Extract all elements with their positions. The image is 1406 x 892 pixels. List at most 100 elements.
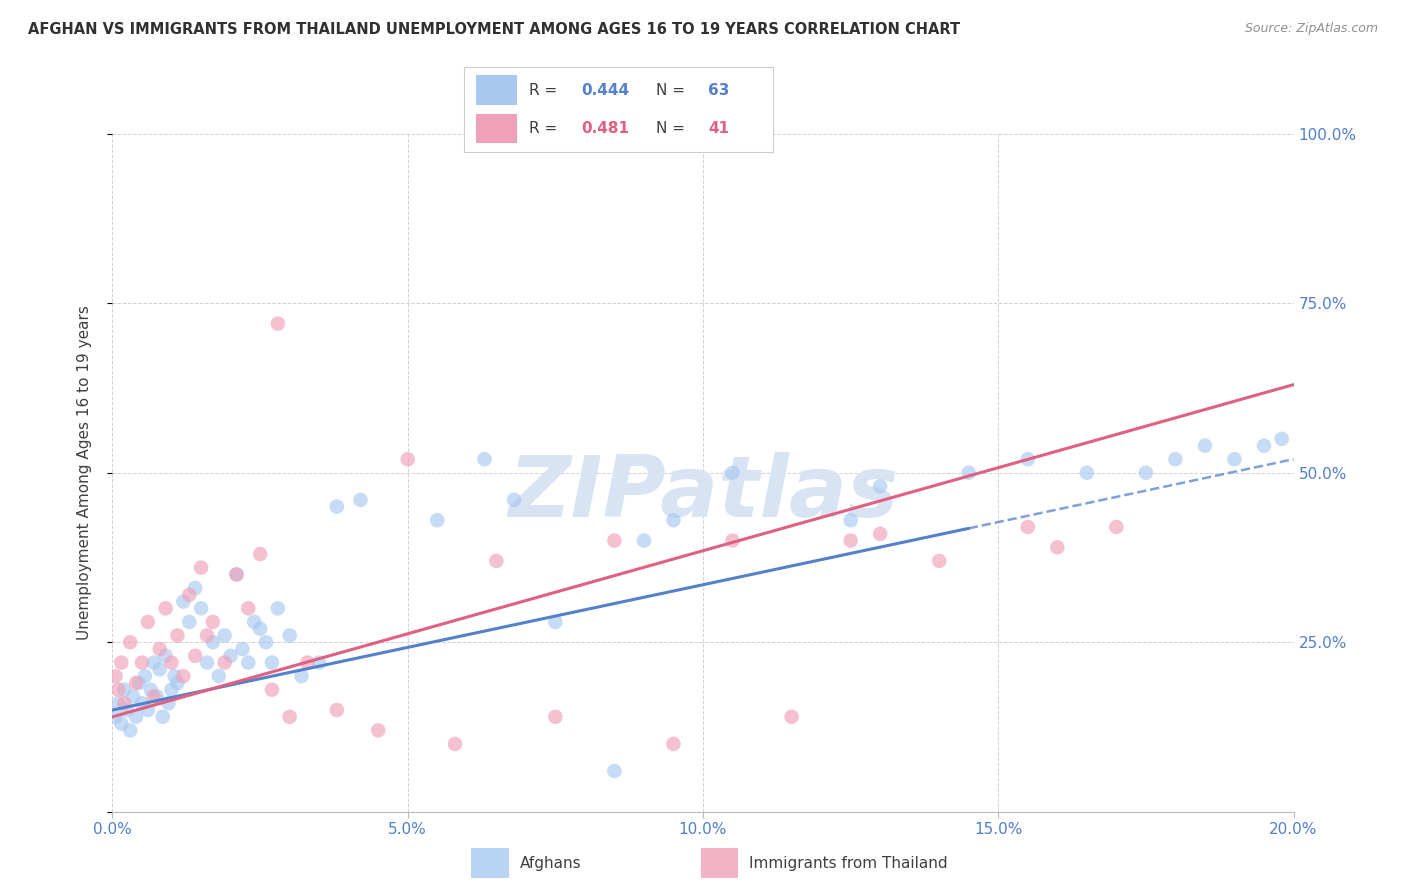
Point <box>267 317 290 331</box>
Point <box>125 676 148 690</box>
Point <box>172 669 194 683</box>
Point <box>662 513 685 527</box>
Point <box>136 703 159 717</box>
Point <box>1105 520 1128 534</box>
Point <box>155 601 177 615</box>
Text: Source: ZipAtlas.com: Source: ZipAtlas.com <box>1244 22 1378 36</box>
Point <box>149 642 172 657</box>
Point <box>179 615 201 629</box>
Point <box>160 656 183 670</box>
Bar <box>471 848 509 878</box>
Point <box>112 696 135 710</box>
Point <box>219 648 242 663</box>
Point <box>1076 466 1098 480</box>
Point <box>112 682 135 697</box>
Point <box>214 628 236 642</box>
Point <box>208 669 231 683</box>
Point <box>166 676 188 690</box>
Point <box>1164 452 1187 467</box>
Point <box>721 466 744 480</box>
Point <box>260 656 283 670</box>
Text: AFGHAN VS IMMIGRANTS FROM THAILAND UNEMPLOYMENT AMONG AGES 16 TO 19 YEARS CORREL: AFGHAN VS IMMIGRANTS FROM THAILAND UNEMP… <box>28 22 960 37</box>
Point <box>249 622 271 636</box>
Point <box>1017 520 1039 534</box>
Point <box>120 723 142 738</box>
Text: 41: 41 <box>709 120 730 136</box>
Point <box>104 710 127 724</box>
Point <box>201 635 224 649</box>
Point <box>243 615 266 629</box>
Point <box>225 567 247 582</box>
Point <box>131 696 153 710</box>
Point <box>928 554 950 568</box>
Point <box>308 656 330 670</box>
Point <box>544 710 567 724</box>
Text: R =: R = <box>529 120 562 136</box>
Point <box>444 737 467 751</box>
Point <box>125 710 148 724</box>
Point <box>190 601 212 615</box>
Point <box>267 601 290 615</box>
Point <box>184 648 207 663</box>
Point <box>633 533 655 548</box>
Point <box>662 737 685 751</box>
Point <box>104 669 127 683</box>
Text: Immigrants from Thailand: Immigrants from Thailand <box>749 855 948 871</box>
Point <box>249 547 271 561</box>
Point <box>396 452 419 467</box>
Point <box>214 656 236 670</box>
Point <box>110 656 132 670</box>
Point <box>290 669 312 683</box>
Point <box>117 703 138 717</box>
Point <box>179 588 201 602</box>
Point <box>136 615 159 629</box>
Point <box>603 764 626 778</box>
Point <box>201 615 224 629</box>
Point <box>231 642 253 657</box>
Point <box>142 656 165 670</box>
Point <box>107 682 129 697</box>
Point <box>160 682 183 697</box>
Point <box>839 513 862 527</box>
Point <box>157 696 180 710</box>
Point <box>122 690 145 704</box>
Text: N =: N = <box>655 120 689 136</box>
Point <box>1253 439 1275 453</box>
Point <box>131 656 153 670</box>
Point <box>152 710 174 724</box>
Point <box>120 635 142 649</box>
Point <box>107 696 129 710</box>
Point <box>869 479 891 493</box>
Point <box>195 628 218 642</box>
Point <box>139 682 162 697</box>
Point <box>503 492 526 507</box>
Point <box>780 710 803 724</box>
Point <box>297 656 319 670</box>
Text: R =: R = <box>529 83 562 98</box>
Point <box>474 452 496 467</box>
Point <box>238 656 260 670</box>
Point <box>142 690 165 704</box>
Point <box>172 594 194 608</box>
Point <box>1223 452 1246 467</box>
Point <box>426 513 449 527</box>
Point <box>544 615 567 629</box>
Bar <box>702 848 738 878</box>
Point <box>957 466 980 480</box>
Y-axis label: Unemployment Among Ages 16 to 19 years: Unemployment Among Ages 16 to 19 years <box>77 305 91 640</box>
Point <box>1194 439 1216 453</box>
Point <box>238 601 260 615</box>
Point <box>155 648 177 663</box>
Text: 63: 63 <box>709 83 730 98</box>
Point <box>278 628 301 642</box>
Point <box>128 676 150 690</box>
Point <box>134 669 156 683</box>
Point <box>254 635 277 649</box>
Point <box>195 656 218 670</box>
Point <box>721 533 744 548</box>
Point <box>110 716 132 731</box>
Point <box>225 567 247 582</box>
Point <box>603 533 626 548</box>
Point <box>869 526 891 541</box>
Text: 0.444: 0.444 <box>582 83 630 98</box>
